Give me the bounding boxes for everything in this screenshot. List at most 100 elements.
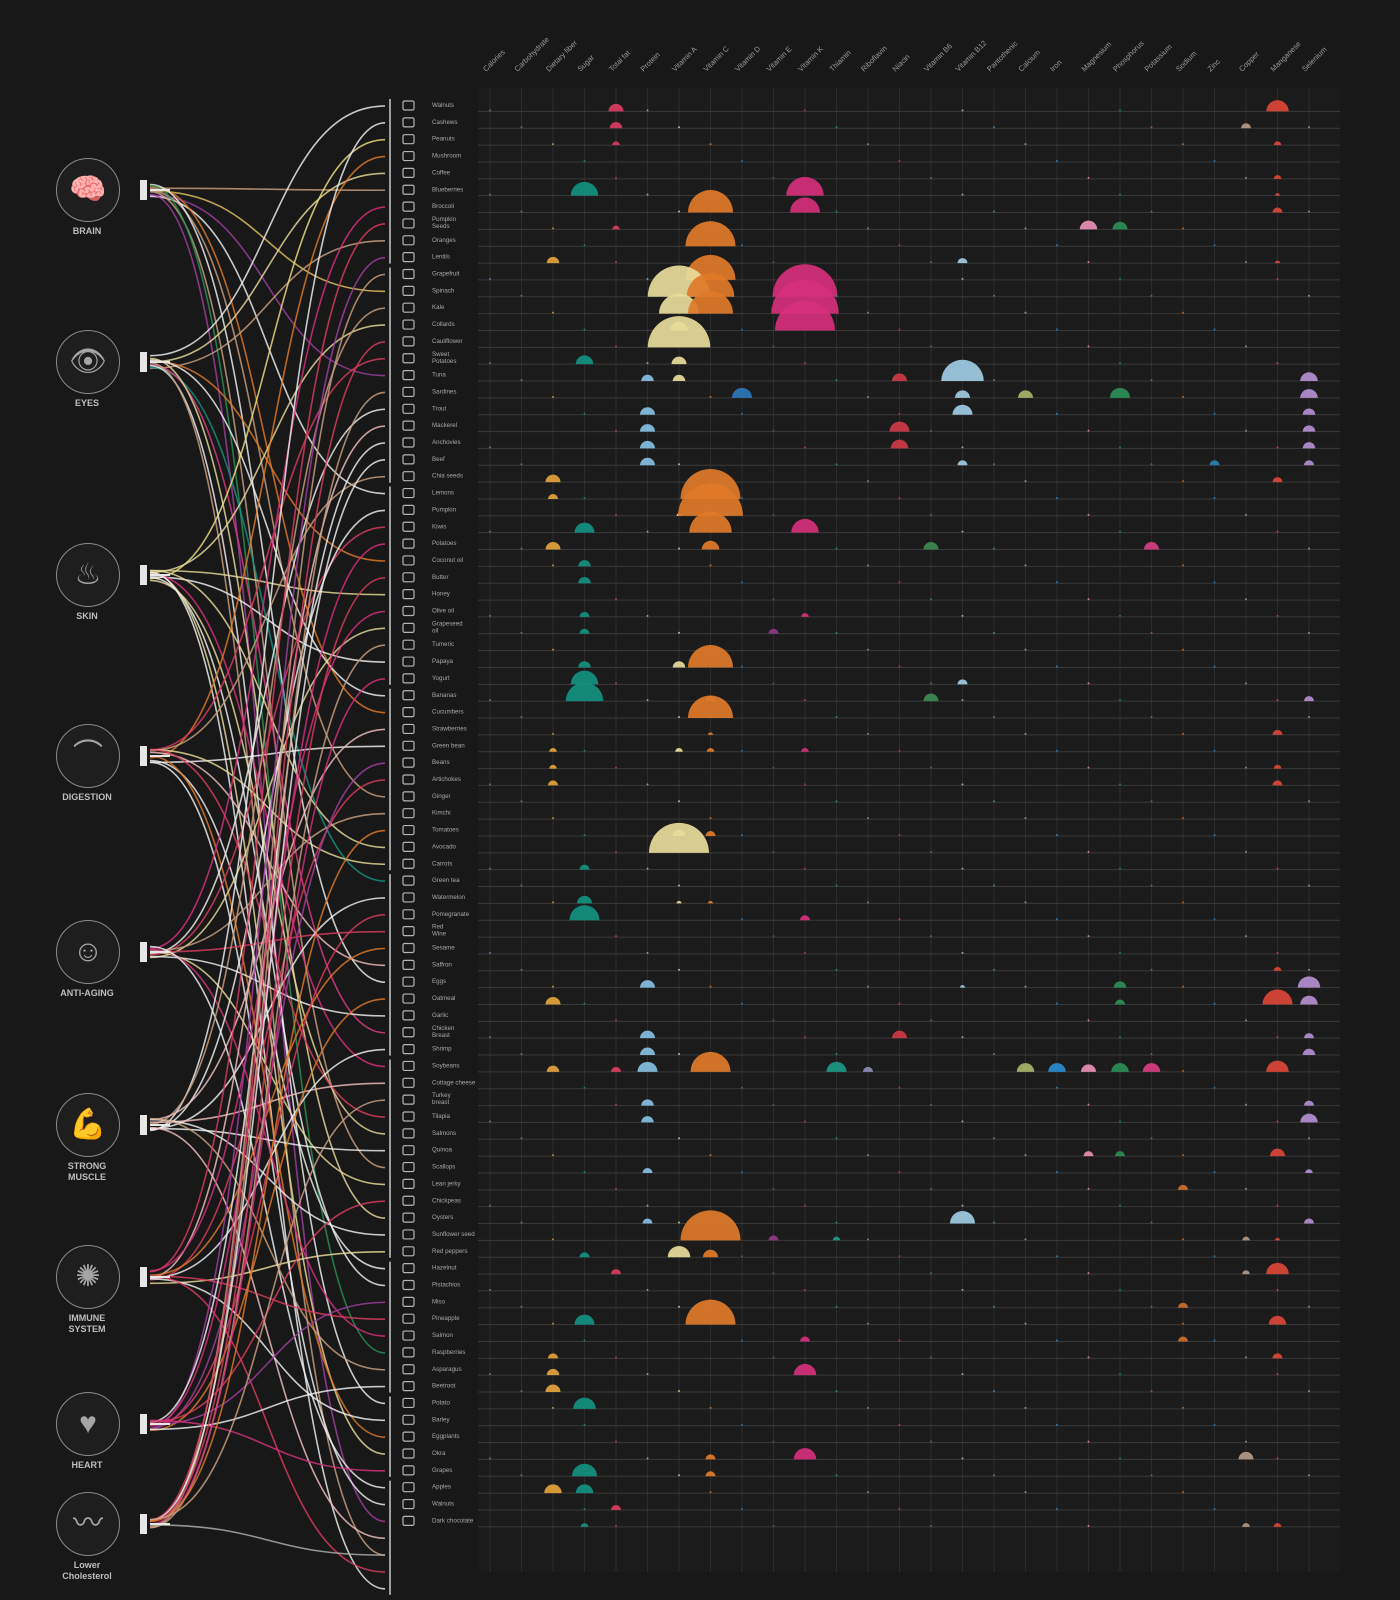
food-label[interactable]: Artichokes: [432, 776, 461, 783]
food-label[interactable]: Pineapple: [432, 1315, 460, 1322]
food-label[interactable]: Walnuts: [432, 1501, 454, 1508]
nutrient-trace-mark: [615, 1187, 617, 1190]
food-label[interactable]: Butter: [432, 574, 449, 581]
food-label[interactable]: Green tea: [432, 877, 460, 884]
anti-aging-benefit-circle[interactable]: ☺: [56, 920, 120, 984]
food-label[interactable]: Watermelon: [432, 894, 466, 901]
food-label[interactable]: Okra: [432, 1450, 446, 1457]
food-label[interactable]: Lean jerky: [432, 1180, 461, 1187]
food-label[interactable]: Honey: [432, 591, 451, 598]
food-label[interactable]: Green bean: [432, 742, 465, 749]
food-label[interactable]: Oranges: [432, 237, 456, 244]
food-label[interactable]: Anchovies: [432, 439, 461, 446]
food-label[interactable]: Cottage cheese: [432, 1079, 476, 1086]
food-label[interactable]: Chia seeds: [432, 473, 463, 480]
lower-cholesterol-benefit-circle[interactable]: 〰: [56, 1492, 120, 1556]
food-label[interactable]: Lentils: [432, 254, 450, 261]
food-label[interactable]: Barley: [432, 1416, 450, 1423]
food-label[interactable]: Pumpkin: [432, 506, 457, 513]
food-label[interactable]: Sesame: [432, 945, 455, 952]
food-label[interactable]: Kimchi: [432, 810, 451, 817]
food-label[interactable]: Raspberries: [432, 1349, 465, 1356]
food-label[interactable]: Peanuts: [432, 136, 455, 143]
food-label[interactable]: Olive oil: [432, 608, 454, 615]
food-label[interactable]: Carrots: [432, 860, 452, 867]
food-label[interactable]: Garlic: [432, 1012, 448, 1019]
food-label[interactable]: Ginger: [432, 793, 451, 800]
food-label[interactable]: Grapes: [432, 1467, 452, 1474]
nutrient-trace-mark: [1087, 261, 1090, 264]
food-label[interactable]: Avocado: [432, 843, 457, 850]
digestion-benefit-circle[interactable]: ⌒: [56, 724, 120, 788]
food-label[interactable]: Turkey breast: [432, 1092, 452, 1106]
food-label[interactable]: Chickpeas: [432, 1197, 461, 1204]
food-label[interactable]: Broccoli: [432, 203, 454, 210]
food-label[interactable]: Mackerel: [432, 422, 457, 429]
food-label[interactable]: Eggplants: [432, 1433, 460, 1440]
food-label[interactable]: Hazelnut: [432, 1265, 457, 1272]
food-label[interactable]: Dark chocolate: [432, 1517, 474, 1524]
food-label[interactable]: Mushroom: [432, 153, 461, 160]
food-icon: [402, 319, 415, 330]
skin-benefit-circle[interactable]: ♨: [56, 543, 120, 607]
food-label[interactable]: Oysters: [432, 1214, 453, 1221]
food-label[interactable]: Red Wine: [432, 924, 447, 938]
food-label[interactable]: Tomatoes: [432, 827, 459, 834]
food-label[interactable]: Spinach: [432, 287, 455, 294]
food-label[interactable]: Bananas: [432, 692, 456, 699]
food-label[interactable]: Saffron: [432, 961, 452, 968]
food-label[interactable]: Beans: [432, 759, 450, 766]
food-label[interactable]: Apples: [432, 1484, 451, 1491]
food-label[interactable]: Strawberries: [432, 725, 467, 732]
food-label[interactable]: Miso: [432, 1298, 446, 1305]
nutrient-trace-mark: [1087, 1103, 1090, 1106]
food-label[interactable]: Sweet Potatoes: [432, 351, 456, 365]
food-label[interactable]: Pistachios: [432, 1282, 460, 1289]
immune-system-benefit-circle[interactable]: ✺: [56, 1245, 120, 1309]
food-label[interactable]: Beef: [432, 456, 445, 463]
food-label[interactable]: Tuna: [432, 372, 446, 379]
food-label[interactable]: Kiwis: [432, 523, 446, 530]
food-label[interactable]: Coconut oil: [432, 557, 463, 564]
food-label[interactable]: Tumeric: [432, 641, 454, 648]
food-label[interactable]: Cashews: [432, 119, 457, 126]
food-label[interactable]: Tilapia: [432, 1113, 451, 1120]
food-label[interactable]: Grapeseed oil: [432, 620, 463, 634]
food-label[interactable]: Lemons: [432, 490, 454, 497]
food-label[interactable]: Sunflower seed: [432, 1231, 475, 1238]
food-label[interactable]: Cauliflower: [432, 338, 463, 345]
food-label[interactable]: Salmon: [432, 1332, 454, 1339]
food-label[interactable]: Yogurt: [432, 675, 450, 682]
food-label[interactable]: Pumpkin Seeds: [432, 216, 457, 230]
food-label[interactable]: Beetroot: [432, 1383, 456, 1390]
food-label[interactable]: Coffee: [432, 169, 451, 176]
food-label[interactable]: Oatmeal: [432, 995, 455, 1002]
eyes-benefit-circle[interactable]: 👁: [56, 330, 120, 394]
food-label[interactable]: Soybeans: [432, 1062, 460, 1069]
food-label[interactable]: Blueberries: [432, 186, 463, 193]
food-label[interactable]: Papaya: [432, 658, 454, 665]
food-label[interactable]: Potato: [432, 1399, 450, 1406]
food-label[interactable]: Grapefruit: [432, 271, 460, 278]
food-label[interactable]: Pomegranate: [432, 911, 470, 918]
food-label[interactable]: Scallops: [432, 1164, 455, 1171]
food-label[interactable]: Quinoa: [432, 1147, 453, 1154]
food-label[interactable]: Collards: [432, 321, 455, 328]
nutrient-mark: [1083, 1151, 1094, 1157]
food-label[interactable]: Trout: [432, 405, 446, 412]
food-label[interactable]: Kale: [432, 304, 445, 311]
strong-muscle-benefit-circle[interactable]: 💪: [56, 1093, 120, 1157]
food-label[interactable]: Eggs: [432, 978, 446, 985]
nutrient-mark: [1048, 1063, 1066, 1072]
brain-benefit-circle[interactable]: 🧠: [56, 158, 120, 222]
food-label[interactable]: Potatoes: [432, 540, 456, 547]
food-label[interactable]: Asparagus: [432, 1366, 462, 1373]
food-label[interactable]: Shrimp: [432, 1046, 452, 1053]
food-label[interactable]: Salmons: [432, 1130, 456, 1137]
food-label[interactable]: Walnuts: [432, 102, 454, 109]
food-label[interactable]: Cucumbers: [432, 709, 464, 716]
food-label[interactable]: Red peppers: [432, 1248, 467, 1255]
food-label[interactable]: Chicken Breast: [432, 1025, 455, 1039]
food-label[interactable]: Sardines: [432, 388, 456, 395]
heart-benefit-circle[interactable]: ♥: [56, 1392, 120, 1456]
